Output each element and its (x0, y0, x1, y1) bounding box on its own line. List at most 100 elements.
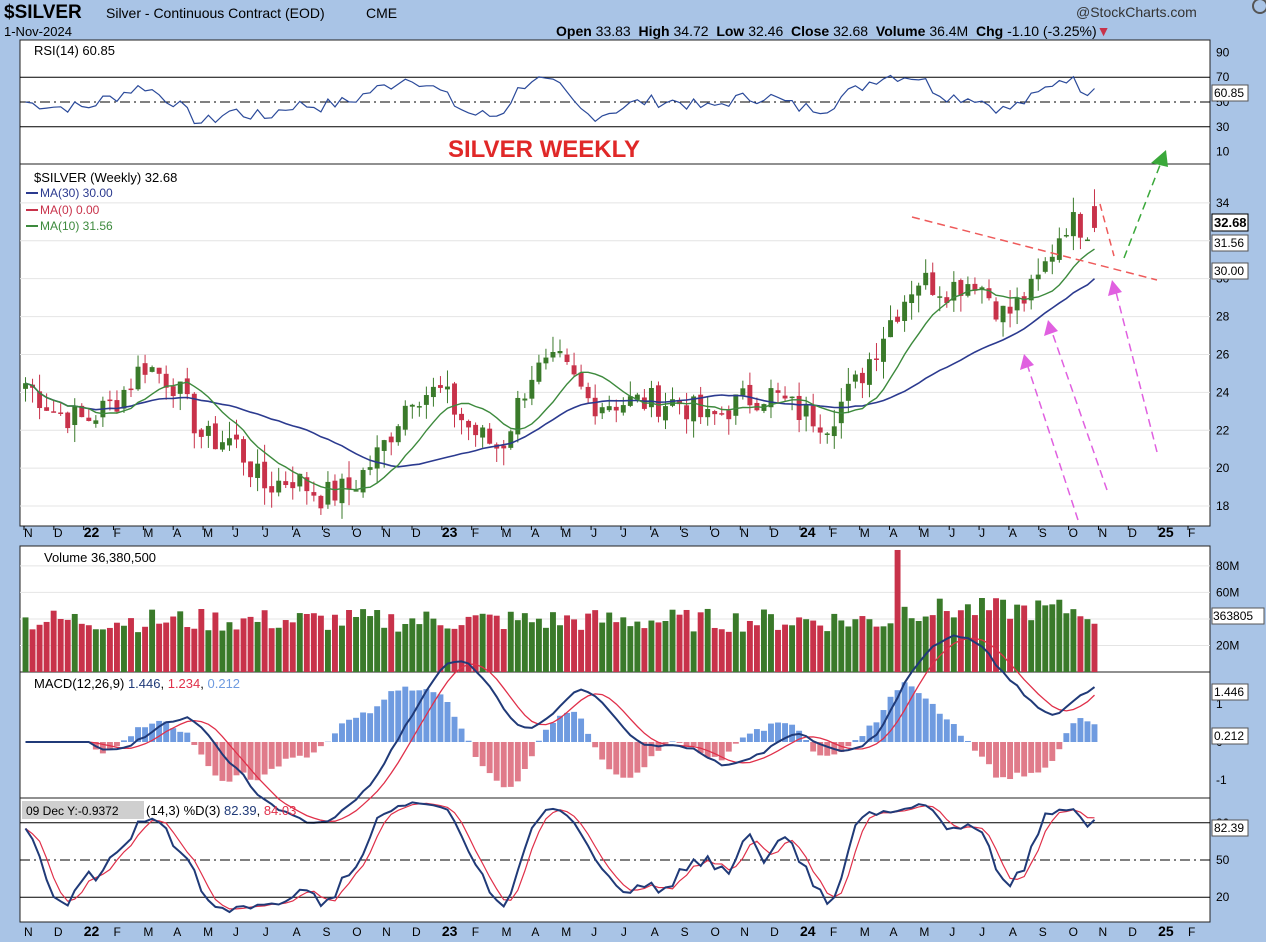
volume-bar (430, 618, 437, 672)
volume-bar (22, 617, 29, 672)
macd-histogram-bar (282, 742, 289, 759)
volume-plot (22, 549, 1098, 672)
volume-bar (831, 613, 838, 672)
price-candle (768, 388, 774, 408)
volume-bar (409, 618, 416, 672)
time-axis-label: F (1188, 925, 1195, 939)
price-candle (79, 405, 85, 418)
volume-bar (817, 625, 824, 672)
volume-bar (402, 623, 409, 672)
macd-histogram-bar (500, 742, 507, 788)
price-candle (958, 280, 964, 296)
symbol-description: Silver - Continuous Contract (EOD) (106, 5, 325, 21)
price-legend: $SILVER (Weekly) 32.68 (34, 170, 177, 185)
volume-bar (859, 616, 866, 672)
macd-histogram-bar (247, 742, 254, 780)
price-candle (156, 367, 162, 374)
macd-line (25, 634, 1096, 824)
macd-legend: MACD(12,26,9) 1.446, 1.234, 0.212 (34, 676, 240, 691)
macd-histogram-bar (824, 742, 831, 756)
macd-histogram-bar (353, 717, 360, 742)
volume-bar (620, 617, 627, 672)
macd-signal-line (25, 637, 1095, 823)
volume-bar (950, 617, 957, 672)
price-candle (170, 386, 176, 397)
price-candle (114, 400, 120, 412)
macd-histogram-bar (451, 716, 458, 742)
volume-bar (106, 627, 113, 672)
time-axis-label: D (54, 925, 63, 939)
macd-histogram-bar (156, 720, 163, 742)
volume-bar (789, 625, 796, 672)
exchange-label: CME (366, 5, 398, 21)
price-candle (395, 426, 401, 443)
volume-bar (1042, 605, 1049, 672)
volume-bar (163, 622, 170, 672)
volume-bar (690, 631, 697, 672)
volume-bar (585, 613, 592, 672)
price-tick-label: 26 (1216, 347, 1230, 361)
volume-bar (943, 611, 950, 672)
macd-histogram-bar (170, 728, 177, 742)
macd-histogram-bar (964, 740, 971, 742)
macd-histogram-bar (641, 742, 648, 768)
settings-gear-icon[interactable] (1252, 0, 1266, 14)
price-candle (909, 294, 915, 304)
price-candle (128, 388, 134, 391)
time-axis-label: S (322, 526, 330, 540)
volume-bar (416, 624, 423, 672)
price-candle (817, 427, 823, 433)
price-candle (318, 495, 324, 509)
time-axis-label: N (382, 526, 391, 540)
volume-bar (233, 629, 240, 672)
time-axis-label: M (860, 526, 870, 540)
macd-histogram-bar (360, 712, 367, 742)
volume-bar (1049, 604, 1056, 672)
macd-histogram-bar (690, 742, 697, 747)
macd-histogram-bar (317, 742, 324, 747)
macd-histogram-bar (1091, 724, 1098, 742)
macd-histogram-bar (275, 742, 282, 767)
macd-histogram-bar (233, 742, 240, 776)
macd-histogram-bar (880, 710, 887, 742)
macd-histogram-bar (430, 692, 437, 742)
time-axis-label: 22 (84, 524, 100, 540)
price-candle (606, 406, 612, 411)
macd-histogram-bar (1056, 742, 1063, 750)
price-candle (430, 386, 436, 398)
volume-bar (212, 612, 219, 672)
ma10-legend: MA(10) 31.56 (40, 219, 113, 233)
macd-histogram-bar (845, 742, 852, 747)
price-candle (895, 316, 901, 322)
time-axis-label: A (890, 925, 898, 939)
macd-histogram-bar (599, 742, 606, 760)
price-tick-label: 20 (1216, 461, 1230, 475)
time-axis-label: D (54, 526, 63, 540)
volume-bar (310, 613, 317, 672)
ma30-line (25, 278, 1096, 468)
macd-histogram-bar (957, 735, 964, 742)
price-candle (423, 395, 429, 405)
time-axis-label: S (681, 925, 689, 939)
time-axis-label: F (830, 925, 837, 939)
time-axis-label: O (1069, 526, 1078, 540)
price-candle (923, 272, 929, 286)
price-candle (269, 486, 275, 493)
stoch-readout-box (22, 801, 144, 819)
macd-plot (25, 634, 1098, 824)
volume-bar (641, 628, 648, 672)
macd-histogram-bar (929, 703, 936, 742)
price-candle (86, 417, 92, 421)
brand-label[interactable]: @StockCharts.com (1076, 4, 1197, 20)
macd-histogram-bar (1049, 742, 1056, 761)
time-axis-label: M (860, 925, 870, 939)
macd-histogram-bar (564, 712, 570, 742)
target-arrow (1123, 159, 1163, 259)
stoch-legend: (14,3) %D(3) 82.39, 84.03 (146, 803, 296, 818)
support-arrowhead-3-icon (1108, 280, 1122, 296)
macd-histogram-bar (739, 737, 746, 742)
price-candle (65, 412, 71, 429)
macd-histogram-bar (915, 693, 922, 742)
volume-bar (381, 627, 388, 672)
time-axis-label: J (979, 526, 985, 540)
